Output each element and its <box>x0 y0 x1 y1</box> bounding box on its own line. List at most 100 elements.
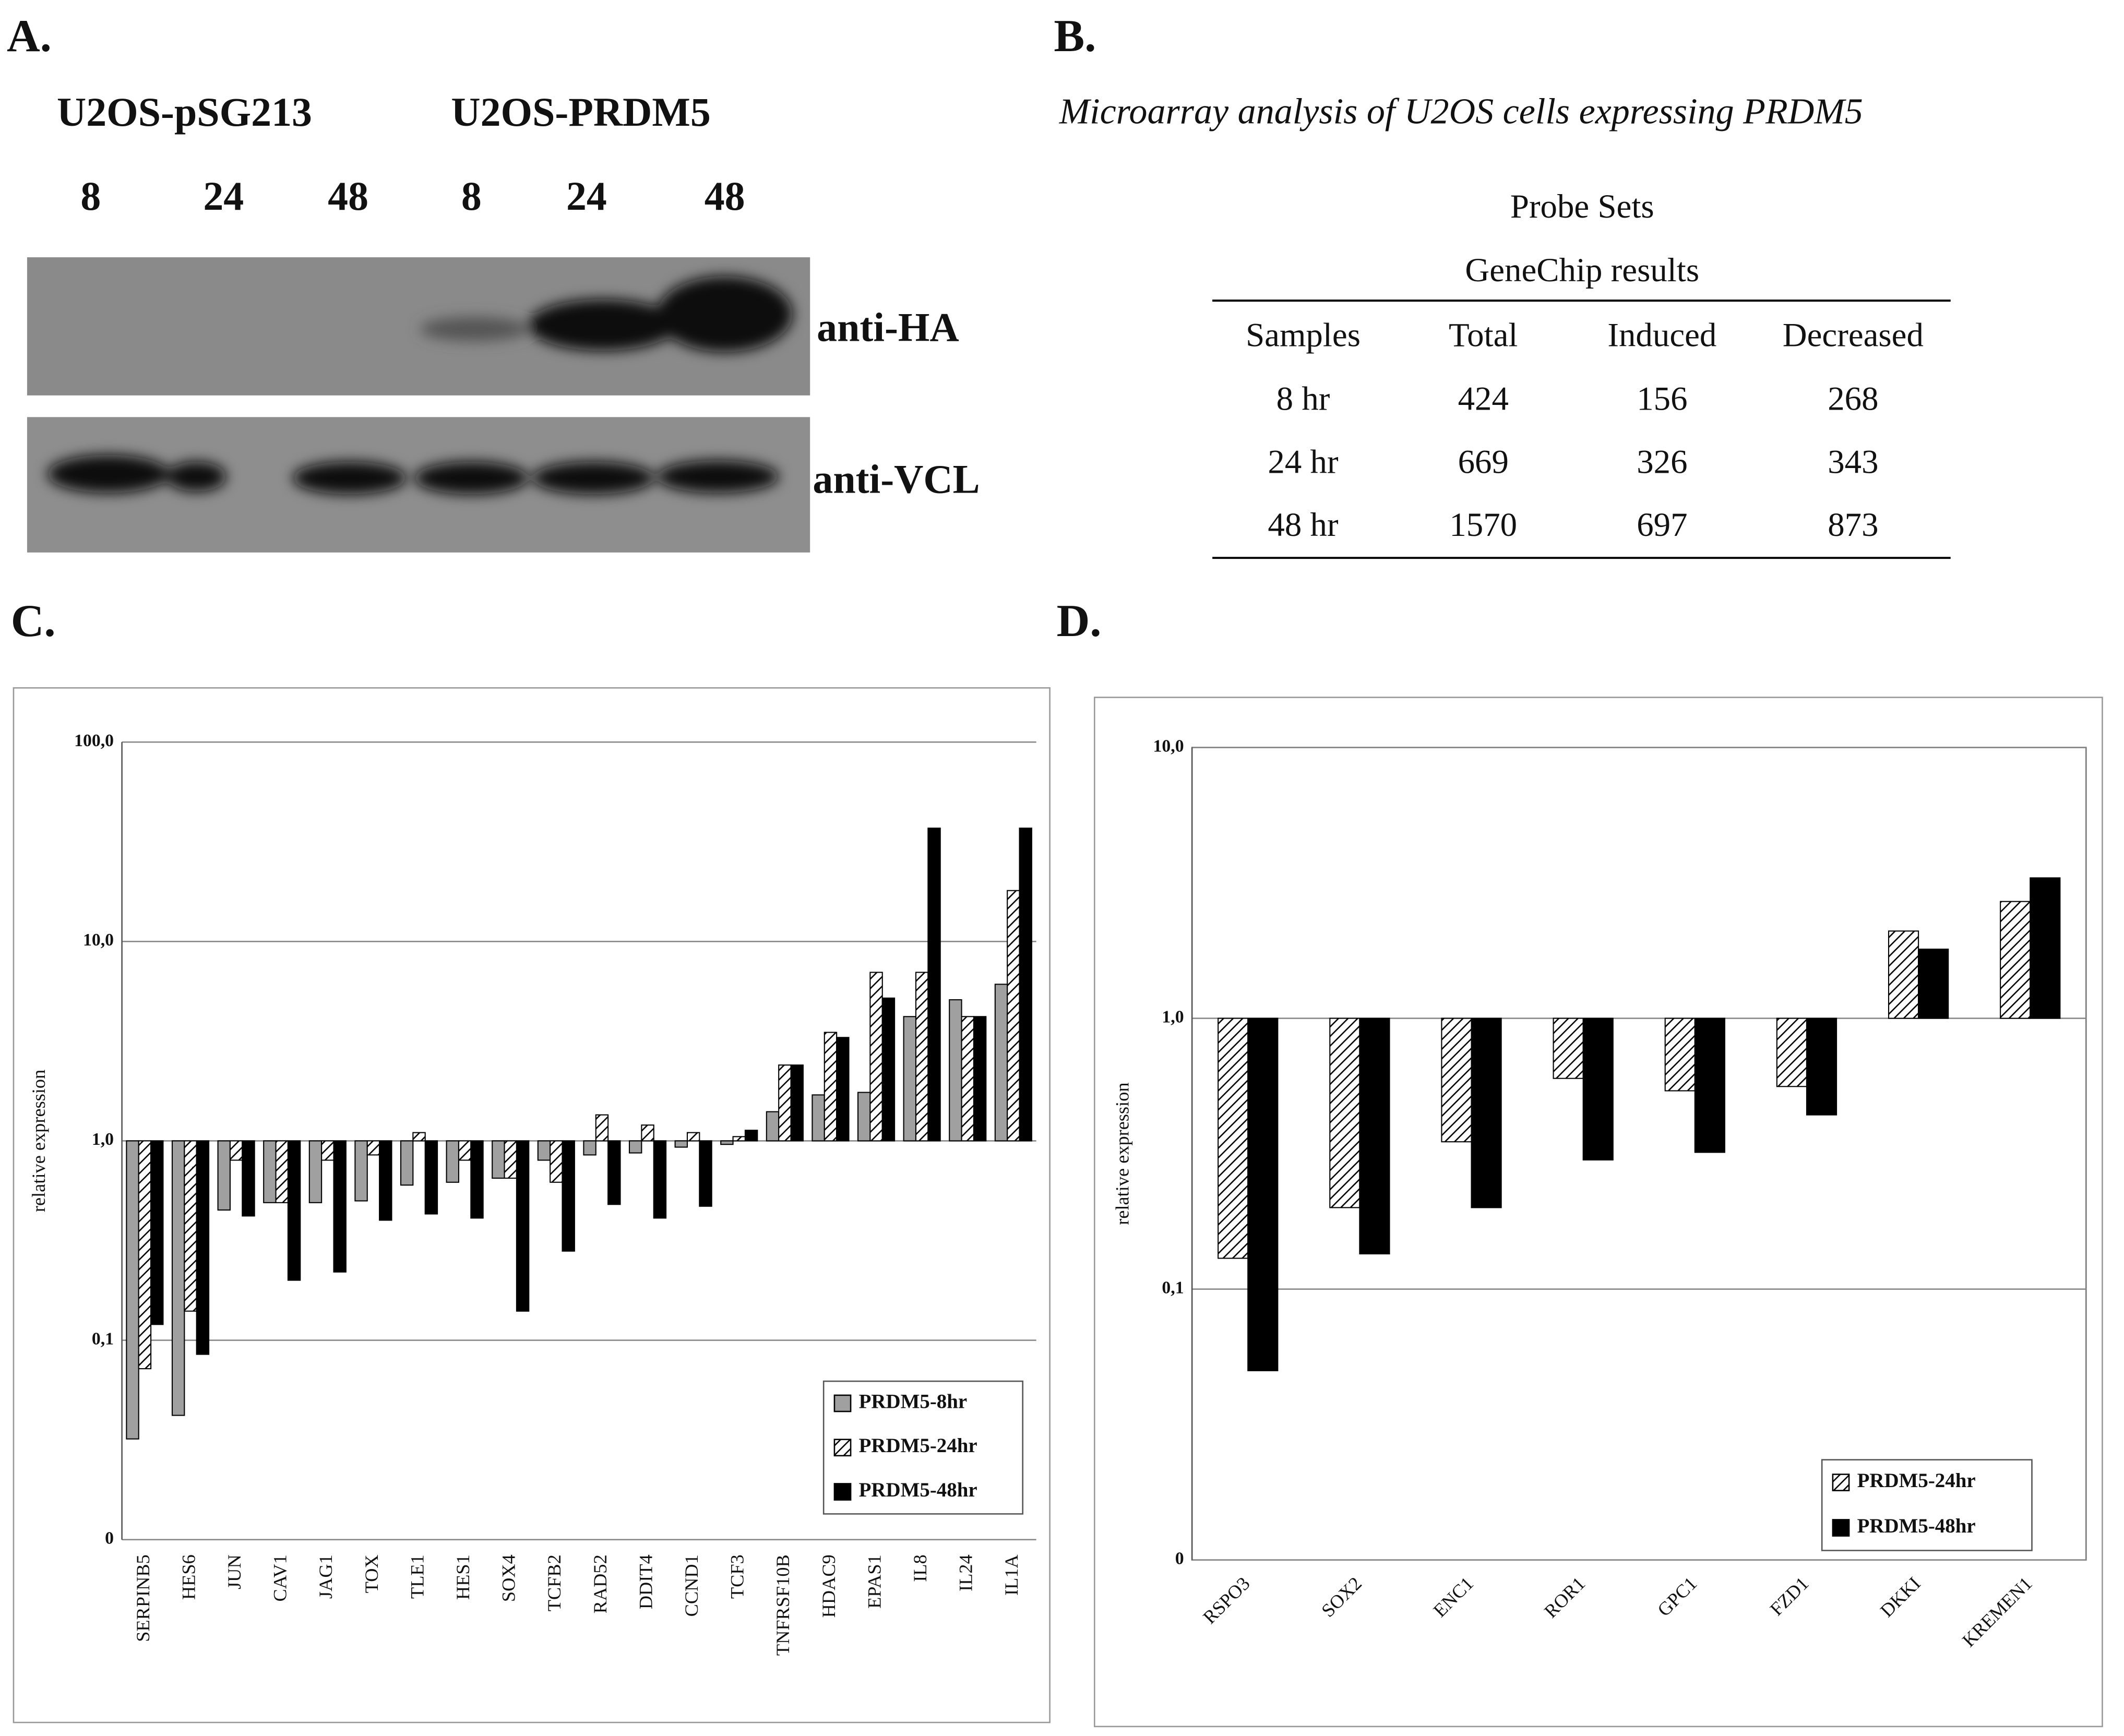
bar <box>412 1132 426 1142</box>
bar <box>550 1140 563 1183</box>
bar <box>275 1140 289 1203</box>
x-tick-label: TLE1 <box>407 1554 427 1599</box>
x-tick-label: CCND1 <box>681 1554 702 1617</box>
bar <box>1918 949 1949 1019</box>
bar <box>308 1140 323 1203</box>
x-tick-label: IL1A <box>1001 1554 1022 1596</box>
plot-area <box>1191 747 2087 1561</box>
bar <box>333 1140 347 1273</box>
bar <box>744 1130 758 1142</box>
table-header: GeneChip results <box>1465 252 1699 289</box>
bar <box>790 1064 804 1142</box>
panel-label: A. <box>7 10 52 62</box>
bar <box>263 1140 277 1203</box>
table-cell: 424 <box>1458 380 1509 418</box>
table-cell: 326 <box>1637 443 1687 481</box>
bar <box>641 1124 654 1142</box>
x-tick-label: RSPO3 <box>1199 1573 1254 1627</box>
x-tick-label: EPAS1 <box>864 1554 885 1609</box>
bar <box>1329 1017 1361 1208</box>
bar <box>196 1140 210 1355</box>
blot <box>27 257 810 553</box>
y-tick-label: 0,1 <box>92 1329 114 1348</box>
x-tick-label: HES6 <box>178 1554 199 1600</box>
x-tick-label: HDAC9 <box>818 1554 839 1618</box>
bar <box>720 1140 734 1145</box>
bar <box>699 1140 712 1207</box>
bar <box>869 972 883 1142</box>
bar <box>150 1140 164 1325</box>
bar <box>138 1140 152 1370</box>
timepoint: 24 <box>566 174 607 219</box>
bar <box>354 1140 368 1202</box>
panel-frame <box>13 687 1051 1723</box>
bar <box>595 1114 609 1142</box>
legend-swatch <box>1832 1474 1850 1491</box>
bar <box>628 1140 642 1154</box>
bar <box>824 1032 838 1142</box>
x-tick-label: TNFRSF10B <box>772 1554 793 1656</box>
table-cell: 48 hr <box>1268 506 1339 544</box>
group-label: U2OS-PRDM5 <box>451 90 710 135</box>
x-tick-label: SOX2 <box>1317 1573 1366 1621</box>
y-tick-label: 100,0 <box>74 731 114 750</box>
bar <box>1218 1017 1249 1259</box>
legend-label: PRDM5-48hr <box>1857 1515 1976 1537</box>
table-cell: 156 <box>1637 380 1687 418</box>
y-tick-label: 10,0 <box>1153 736 1184 756</box>
x-tick-label: TOX <box>361 1554 382 1593</box>
bar <box>1553 1017 1584 1079</box>
bar <box>836 1037 850 1142</box>
legend-box <box>1821 1459 2033 1551</box>
bar <box>732 1136 746 1142</box>
y-tick-label: 0 <box>105 1528 114 1548</box>
bar <box>366 1140 380 1156</box>
x-tick-label: DDIT4 <box>635 1554 656 1609</box>
bar <box>1694 1017 1725 1153</box>
bar <box>516 1140 530 1312</box>
bar <box>607 1140 621 1205</box>
bar <box>949 999 962 1142</box>
table-cell: 697 <box>1637 506 1687 544</box>
bar <box>287 1140 301 1281</box>
bar <box>379 1140 392 1221</box>
x-tick-label: TCF3 <box>727 1554 748 1599</box>
legend-swatch <box>833 1483 852 1501</box>
table-cell: 268 <box>1828 380 1878 418</box>
bar <box>857 1092 871 1142</box>
table-cell: 669 <box>1458 443 1509 481</box>
bar <box>915 972 929 1142</box>
band-label: anti-HA <box>817 305 959 350</box>
bar <box>1806 1017 1837 1116</box>
table-cell: 873 <box>1828 506 1878 544</box>
timepoint: 8 <box>80 174 101 219</box>
bar <box>961 1016 974 1142</box>
bar <box>1007 890 1020 1142</box>
x-tick-label: HES1 <box>452 1554 473 1600</box>
panel-label: C. <box>11 595 56 646</box>
bar <box>1019 828 1032 1142</box>
bar <box>2030 877 2061 1019</box>
legend-swatch <box>1832 1519 1850 1537</box>
timepoint: 48 <box>705 174 745 219</box>
bar <box>1776 1017 1808 1087</box>
column-header: Samples <box>1246 317 1361 354</box>
bar <box>973 1016 987 1142</box>
y-tick-label: 1,0 <box>1162 1007 1184 1026</box>
legend-box <box>822 1380 1024 1515</box>
bar <box>1247 1017 1279 1371</box>
bar <box>2000 901 2031 1019</box>
x-tick-label: TCFB2 <box>544 1554 565 1611</box>
bar <box>927 828 941 1142</box>
x-tick-label: JUN <box>224 1554 245 1589</box>
x-tick-label: ENC1 <box>1429 1573 1478 1621</box>
x-tick-label: GPC1 <box>1653 1573 1701 1620</box>
bar <box>321 1140 335 1161</box>
bar <box>424 1140 438 1215</box>
bar <box>674 1140 688 1148</box>
table: Samples Total Induced Decreased 8 hr 424 156 26… <box>1246 317 1924 544</box>
x-tick-label: IL24 <box>956 1554 976 1591</box>
bar <box>492 1140 505 1179</box>
x-tick-label: KREMEN1 <box>1958 1573 2036 1651</box>
panel-label: B. <box>1054 10 1096 62</box>
